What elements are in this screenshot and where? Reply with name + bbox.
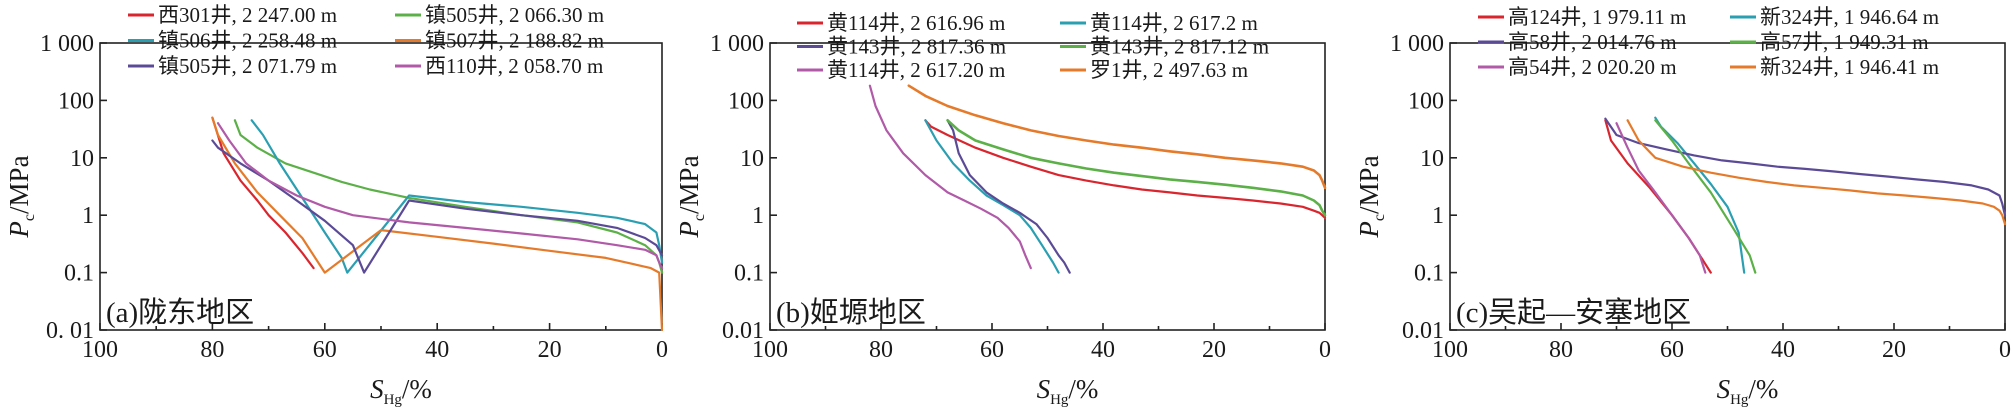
y-tick-label: 0.01: [1402, 318, 1444, 344]
x-tick-label: 60: [1660, 337, 1684, 363]
x-tick-label: 80: [200, 337, 224, 363]
x-tick-label: 40: [425, 337, 449, 363]
x-tick-label: 0: [1999, 337, 2011, 363]
x-tick-label: 100: [82, 337, 118, 363]
y-tick-label: 10: [1420, 146, 1444, 172]
x-tick-label: 80: [869, 337, 893, 363]
legend-entry: 西301井, 2 247.00 m: [158, 3, 337, 27]
legend-entry: 罗1井, 2 497.63 m: [1090, 58, 1248, 82]
series-line-5: [216, 122, 664, 270]
y-tick-label: 100: [1408, 88, 1444, 114]
legend-entry: 黄114井, 2 617.2 m: [1090, 11, 1258, 35]
series-line-4: [868, 84, 1032, 270]
series-line-0: [924, 119, 1327, 219]
panel-label: (c)吴起—安塞地区: [1456, 296, 1691, 329]
x-tick-label: 80: [1549, 337, 1573, 363]
series-line-2: [1604, 117, 2007, 217]
legend-entry: 新324井, 1 946.64 m: [1760, 5, 1939, 29]
y-tick-label: 1: [82, 203, 94, 229]
series-line-4: [211, 139, 664, 274]
legend-entry: 高58井, 2 014.76 m: [1508, 30, 1677, 54]
y-tick-label: 100: [728, 88, 764, 114]
legend-entry: 镇507井, 2 188.82 m: [425, 29, 604, 53]
y-axis-title: Pc/MPa: [674, 155, 708, 238]
series-line-1: [233, 119, 664, 274]
legend-entry: 高57井, 1 949.31 m: [1760, 30, 1929, 54]
legend-entry: 黄114井, 2 616.96 m: [827, 11, 1005, 35]
legend-entry: 新324井, 1 946.41 m: [1760, 55, 1939, 79]
x-tick-label: 100: [752, 337, 788, 363]
x-tick-label: 60: [313, 337, 337, 363]
y-tick-label: 1 000: [40, 31, 94, 57]
panel-label: (a)陇东地区: [106, 296, 254, 329]
series-line-2: [250, 119, 664, 274]
x-tick-label: 20: [538, 337, 562, 363]
x-tick-label: 40: [1091, 337, 1115, 363]
x-tick-label: 0: [656, 337, 668, 363]
series-line-0: [211, 116, 315, 270]
x-axis-title: SHg/%: [370, 374, 432, 408]
series-line-1: [924, 119, 1060, 274]
series-line-2: [946, 119, 1071, 274]
series-line-4: [1615, 122, 1707, 274]
legend-entry: 镇506井, 2 258.48 m: [158, 29, 337, 53]
y-tick-label: 0.1: [734, 261, 764, 287]
panel-jiyuan: 100 80 60 40 20 0 1 000 100 10 1 0.1 0.01 Pc/MPa SHg/…: [674, 11, 1331, 408]
y-tick-label: 1: [752, 203, 764, 229]
y-tick-label: 10: [70, 146, 94, 172]
y-tick-label: 1 000: [1390, 31, 1444, 57]
x-axis-title: SHg/%: [1717, 374, 1779, 408]
legend-entry: 镇505井, 2 066.30 m: [425, 3, 604, 27]
series-line-5: [907, 84, 1327, 190]
y-tick-label: 0.1: [64, 261, 94, 287]
y-tick-label: 100: [58, 88, 94, 114]
legend-entry: 镇505井, 2 071.79 m: [158, 54, 337, 78]
panel-wuqi-ansai: 100 80 60 40 20 0 1 000 100 10 1 0.1 0.01 Pc/MPa SHg/…: [1354, 5, 2011, 408]
y-tick-label: 10: [740, 146, 764, 172]
x-tick-label: 0: [1319, 337, 1331, 363]
y-tick-label: 1: [1432, 203, 1444, 229]
legend-entry: 黄143井, 2 817.12 m: [1090, 35, 1269, 59]
legend-entry: 黄143井, 2 817.36 m: [827, 35, 1006, 59]
y-axis-title: Pc/MPa: [4, 155, 38, 238]
x-tick-label: 60: [980, 337, 1004, 363]
legend-entry: 高54井, 2 020.20 m: [1508, 55, 1677, 79]
x-tick-label: 100: [1432, 337, 1468, 363]
series-line-5: [1626, 119, 2007, 226]
y-tick-label: 0.01: [722, 318, 764, 344]
y-axis-title: Pc/MPa: [1354, 155, 1388, 238]
panel-longdong: 100 80 60 40 20 0 1 000 100 10 1 0.1 0. 01 Pc/MPa SHg…: [4, 3, 668, 408]
series-line-3: [1654, 119, 1757, 274]
x-tick-label: 20: [1202, 337, 1226, 363]
series-line-3: [946, 119, 1327, 217]
y-tick-label: 0.1: [1414, 261, 1444, 287]
x-axis-title: SHg/%: [1037, 374, 1099, 408]
legend-entry: 高124井, 1 979.11 m: [1508, 5, 1686, 29]
plot-frame: [99, 42, 663, 331]
x-tick-label: 20: [1882, 337, 1906, 363]
series-line-3: [211, 116, 664, 332]
x-tick-label: 40: [1771, 337, 1795, 363]
legend-entry: 西110井, 2 058.70 m: [425, 54, 603, 78]
plot-frame: [1449, 42, 2006, 331]
y-tick-label: 1 000: [710, 31, 764, 57]
panel-label: (b)姬塬地区: [776, 296, 926, 329]
series-line-1: [1654, 116, 1746, 274]
y-tick-label: 0. 01: [46, 318, 94, 344]
legend-entry: 黄114井, 2 617.20 m: [827, 58, 1005, 82]
